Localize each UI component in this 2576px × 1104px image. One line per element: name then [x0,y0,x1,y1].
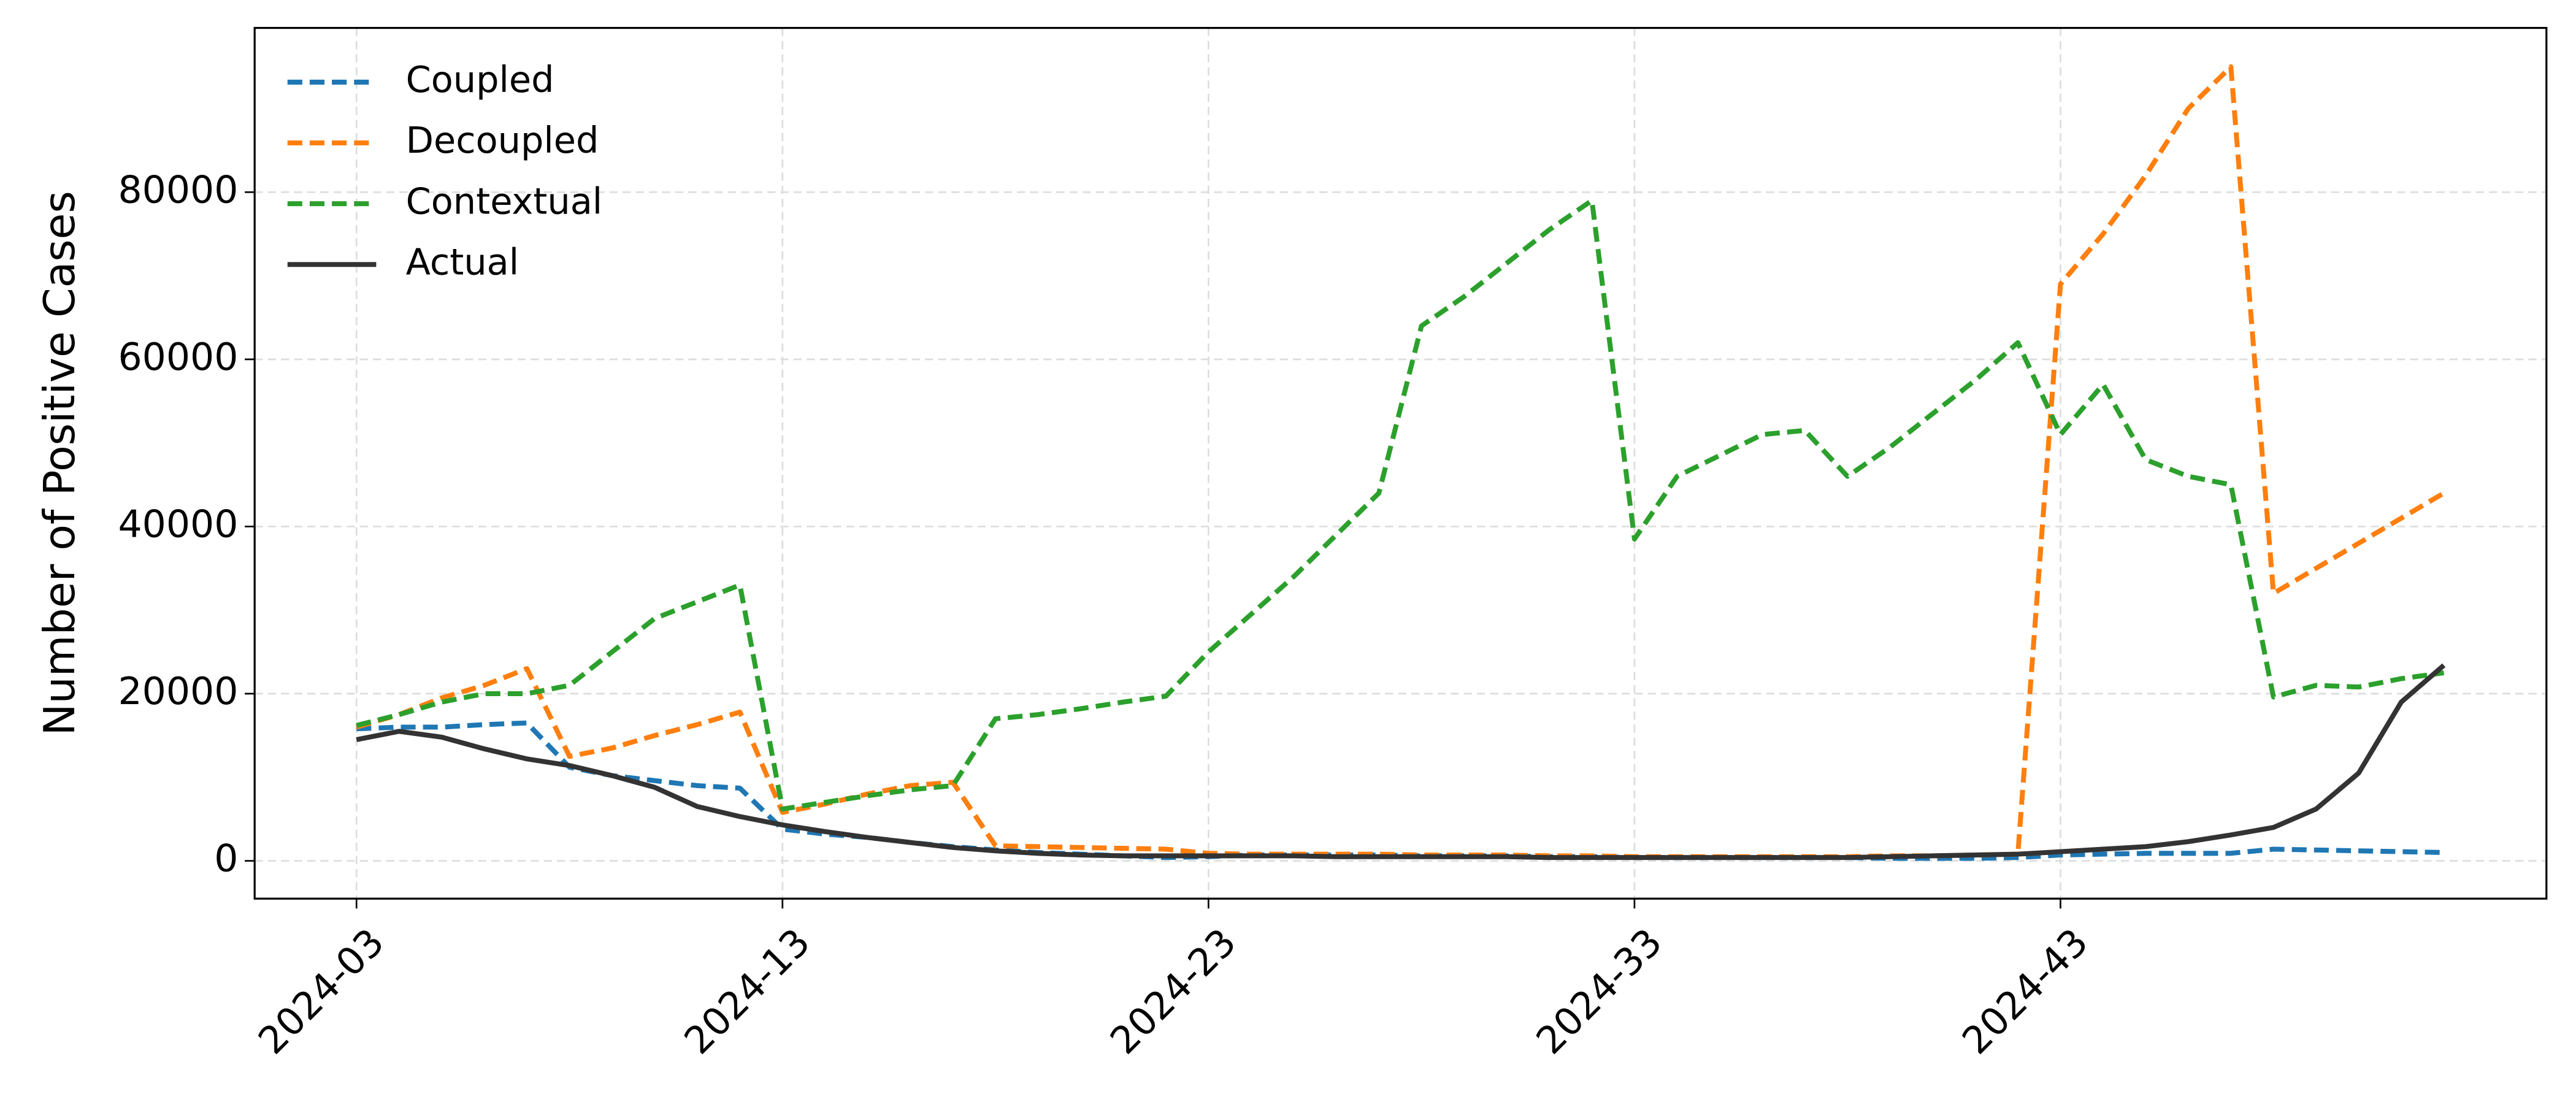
y-tick-label: 60000 [118,335,238,379]
legend: Coupled Decoupled Contextual Actual [287,58,603,283]
series-line [356,64,2445,859]
y-tick-label: 0 [214,837,238,881]
series-line [356,720,2444,861]
x-tick-label: 2024-33 [1528,920,1671,1063]
series-line [356,197,2445,812]
plot-frame [253,26,2548,900]
legend-label: Contextual [406,180,603,222]
y-tick-label: 40000 [118,502,238,546]
legend-label: Actual [406,240,519,283]
x-tick-label: 2024-23 [1102,920,1244,1063]
x-tick-label: 2024-03 [250,920,393,1063]
y-tick-label: 20000 [118,669,238,713]
y-tick-label: 80000 [118,167,238,212]
y-axis-label: Number of Positive Cases [35,191,85,735]
legend-label: Coupled [406,58,554,101]
legend-label: Decoupled [406,119,599,161]
x-tick-label: 2024-43 [1953,920,2096,1063]
series-line [356,663,2446,861]
x-tick-label: 2024-13 [676,920,819,1063]
